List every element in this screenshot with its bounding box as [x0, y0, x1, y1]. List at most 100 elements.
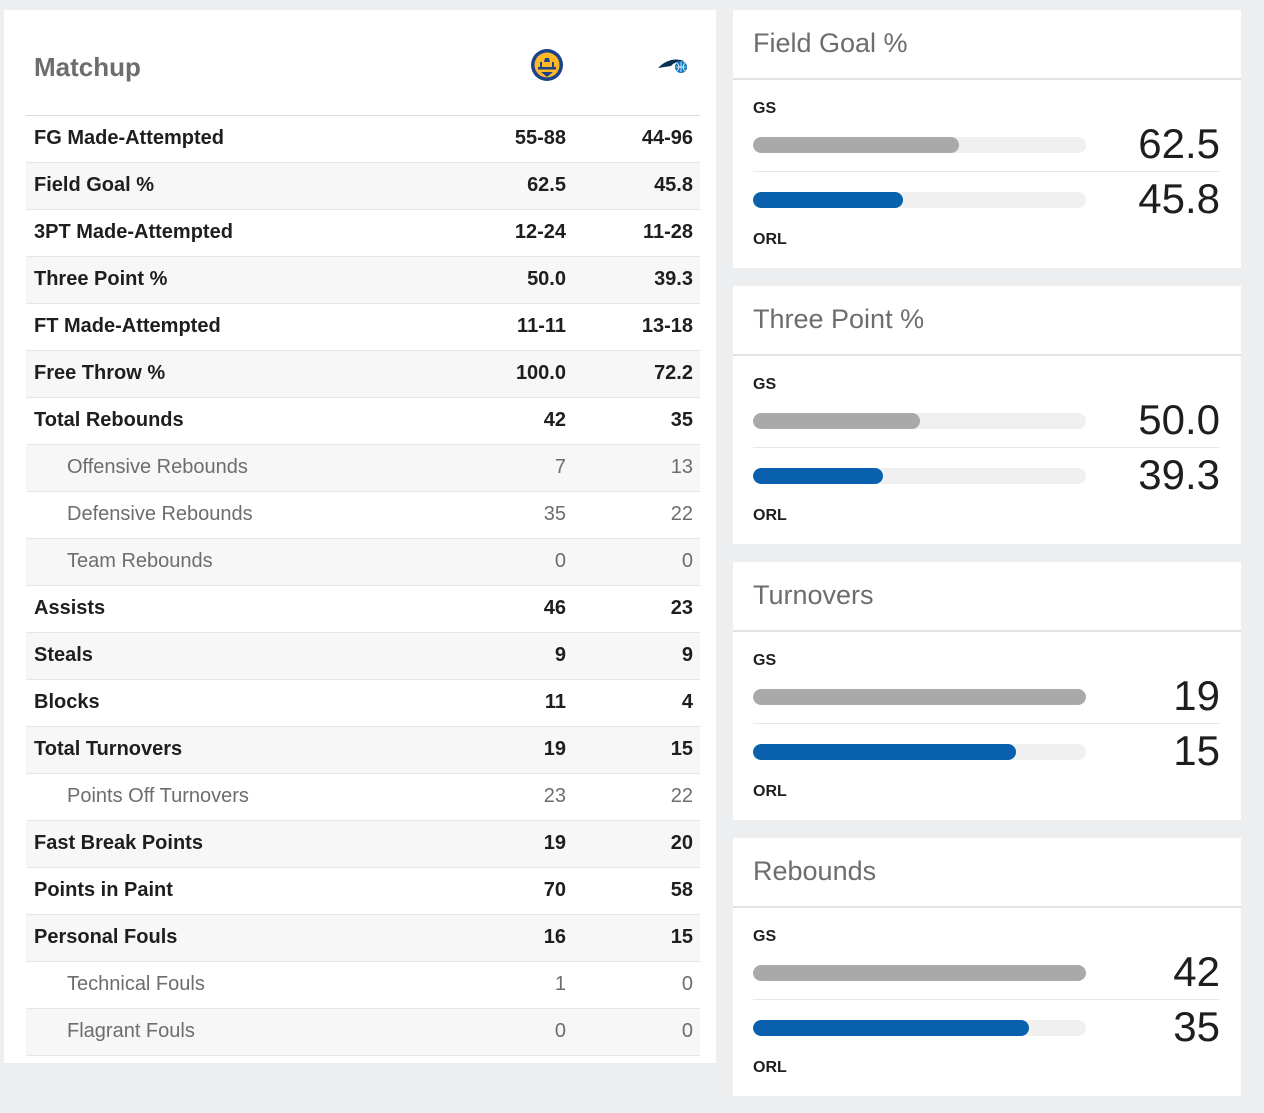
matchup-header: Matchup [26, 40, 700, 116]
orl-value: 39.3 [654, 268, 693, 290]
team-b-bar-track [753, 468, 1086, 484]
gs-value: 23 [543, 785, 566, 807]
team-b-value: 39.3 [1138, 451, 1220, 498]
table-row: 3PT Made-Attempted 12-24 11-28 [26, 210, 700, 257]
team-b-bar [753, 192, 903, 208]
stat-label: Free Throw % [34, 362, 166, 384]
warriors-logo-icon [531, 49, 563, 81]
team-a-bar [753, 413, 920, 429]
stat-label: Total Rebounds [34, 409, 184, 431]
gs-value: 62.5 [527, 174, 566, 196]
orl-value: 0 [681, 550, 693, 572]
orl-value: 23 [670, 597, 693, 619]
card-divider [733, 630, 1241, 632]
orl-value: 0 [681, 1020, 693, 1042]
table-row: Fast Break Points 19 20 [26, 821, 700, 868]
card-title: Turnovers [753, 580, 874, 610]
orl-value: 13-18 [641, 315, 693, 337]
orl-value: 15 [670, 738, 693, 760]
team-b-bar [753, 1020, 1030, 1036]
team-a-value: 62.5 [1138, 120, 1220, 167]
stat-label: Defensive Rebounds [67, 503, 253, 525]
table-row: Steals 9 9 [26, 633, 700, 680]
card-title: Three Point % [753, 304, 925, 334]
table-row: Points in Paint 70 58 [26, 868, 700, 915]
gs-value: 42 [543, 409, 566, 431]
gs-value: 16 [543, 926, 566, 948]
table-row: Points Off Turnovers 23 22 [26, 774, 700, 821]
team-b-bar [753, 744, 1017, 760]
table-row: Free Throw % 100.0 72.2 [26, 351, 700, 398]
table-row: Personal Fouls 16 15 [26, 915, 700, 962]
team-a-label: GS [753, 100, 777, 117]
stat-label: Fast Break Points [34, 832, 203, 854]
team-b-label: ORL [753, 231, 787, 248]
gs-value: 7 [554, 456, 566, 478]
rebounds-card: Rebounds GS 42 35 ORL [733, 838, 1241, 1096]
stat-label: Flagrant Fouls [67, 1020, 195, 1042]
orl-value: 22 [670, 503, 693, 525]
team-a-bar [753, 965, 1086, 981]
team-a-bar-track [753, 689, 1086, 705]
team-a-label: GS [753, 376, 777, 393]
gs-value: 100.0 [515, 362, 566, 384]
team-a-bar [753, 137, 960, 153]
stat-label: Three Point % [34, 268, 168, 290]
gs-value: 55-88 [514, 127, 566, 149]
stat-label: Team Rebounds [67, 550, 213, 572]
team-b-bar-track [753, 192, 1086, 208]
orl-value: 0 [681, 973, 693, 995]
team-b-bar-track [753, 1020, 1086, 1036]
stat-label: Points in Paint [34, 879, 173, 901]
orl-value: 9 [681, 644, 693, 666]
team-a-label: GS [753, 928, 777, 945]
table-row: Team Rebounds 0 0 [26, 539, 700, 586]
table-row: Offensive Rebounds 7 13 [26, 445, 700, 492]
magic-logo-icon [658, 59, 687, 73]
card-divider [733, 906, 1241, 908]
team-b-value: 45.8 [1138, 175, 1220, 222]
gs-value: 11-11 [517, 315, 566, 337]
turnovers-card: Turnovers GS 19 15 ORL [733, 562, 1241, 820]
stat-label: 3PT Made-Attempted [34, 221, 233, 243]
stat-label: Technical Fouls [67, 973, 205, 995]
team-b-bar [753, 468, 883, 484]
card-mid-divider [753, 999, 1219, 1000]
stat-label: FT Made-Attempted [34, 315, 221, 337]
gs-value: 0 [554, 1020, 566, 1042]
table-row: Flagrant Fouls 0 0 [26, 1009, 700, 1056]
gs-value: 11 [544, 691, 566, 713]
team-a-value: 50.0 [1138, 396, 1220, 443]
orl-value: 20 [670, 832, 693, 854]
gs-value: 0 [554, 550, 566, 572]
gs-value: 9 [554, 644, 566, 666]
card-divider [733, 354, 1241, 356]
orl-value: 11-28 [642, 221, 693, 243]
card-mid-divider [753, 723, 1219, 724]
table-row: Blocks 11 4 [26, 680, 700, 727]
table-row: FG Made-Attempted 55-88 44-96 [26, 116, 700, 163]
stat-label: Offensive Rebounds [67, 456, 248, 478]
team-b-value: 35 [1173, 1003, 1220, 1050]
gs-value: 19 [543, 738, 566, 760]
orl-value: 72.2 [654, 362, 693, 384]
orl-value: 45.8 [654, 174, 693, 196]
table-row: Technical Fouls 1 0 [26, 962, 700, 1009]
matchup-panel: Matchup FG Made-Attempted 55-88 44-96 Field… [4, 10, 716, 1063]
table-row: Field Goal % 62.5 45.8 [26, 163, 700, 210]
table-row: Three Point % 50.0 39.3 [26, 257, 700, 304]
team-a-value: 42 [1173, 948, 1220, 995]
team-a-bar-track [753, 137, 1086, 153]
gs-value: 19 [543, 832, 566, 854]
orl-value: 13 [670, 456, 693, 478]
orl-value: 35 [670, 409, 693, 431]
card-title: Rebounds [753, 856, 877, 886]
team-a-label: GS [753, 652, 777, 669]
team-a-bar [753, 689, 1086, 705]
three-point-card: Three Point % GS 50.0 39.3 ORL [733, 286, 1241, 544]
gs-value: 12-24 [514, 221, 566, 243]
table-row: Defensive Rebounds 35 22 [26, 492, 700, 539]
matchup-title: Matchup [34, 52, 141, 82]
table-row: FT Made-Attempted 11-11 13-18 [26, 304, 700, 351]
stat-label: Field Goal % [34, 174, 155, 196]
